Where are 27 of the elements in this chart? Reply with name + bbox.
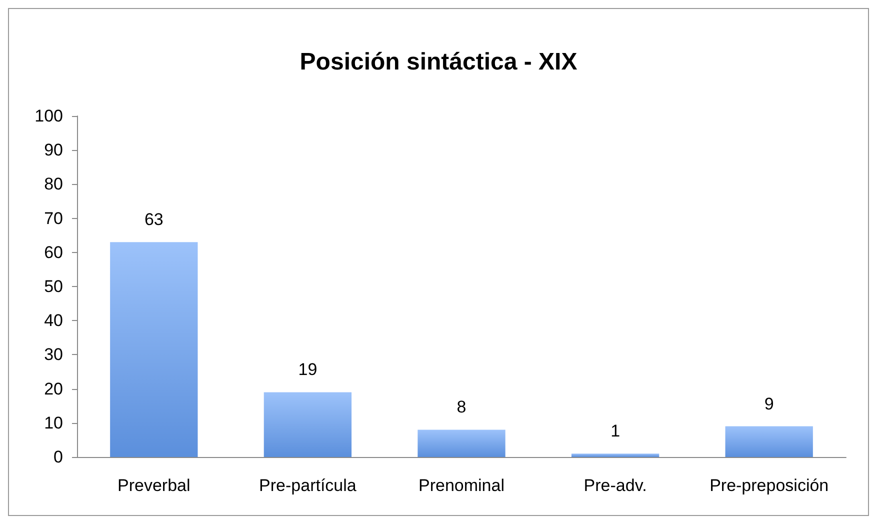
x-tick-label: Pre-preposición: [710, 476, 829, 495]
y-tick-label: 100: [34, 106, 63, 126]
data-label: 8: [456, 398, 466, 417]
y-tick-label: 70: [44, 208, 63, 228]
chart-title: Posición sintáctica - XIX: [300, 48, 578, 76]
y-tick-label: 50: [44, 277, 63, 296]
y-tick-label: 60: [44, 242, 63, 262]
x-tick-label: Pre-adv.: [584, 476, 647, 495]
data-label: 1: [610, 422, 620, 441]
x-tick-label: Prenominal: [418, 476, 504, 495]
bar: [571, 454, 660, 457]
y-tick-label: 90: [44, 140, 63, 160]
data-label: 63: [144, 210, 164, 230]
y-tick-label: 0: [54, 448, 63, 466]
y-tick-label: 40: [44, 311, 63, 330]
x-tick-label: Pre-partícula: [259, 476, 357, 495]
bar: [418, 430, 506, 457]
bar: [264, 392, 352, 457]
y-tick-label: 10: [44, 413, 63, 432]
bar: [725, 426, 813, 457]
y-tick-label: 80: [44, 174, 63, 194]
data-label: 19: [298, 360, 318, 380]
bar: [110, 242, 198, 457]
data-label: 9: [764, 394, 774, 414]
x-tick-label: Preverbal: [118, 476, 190, 495]
y-tick-label: 30: [44, 345, 63, 364]
y-tick-label: 20: [44, 379, 63, 398]
